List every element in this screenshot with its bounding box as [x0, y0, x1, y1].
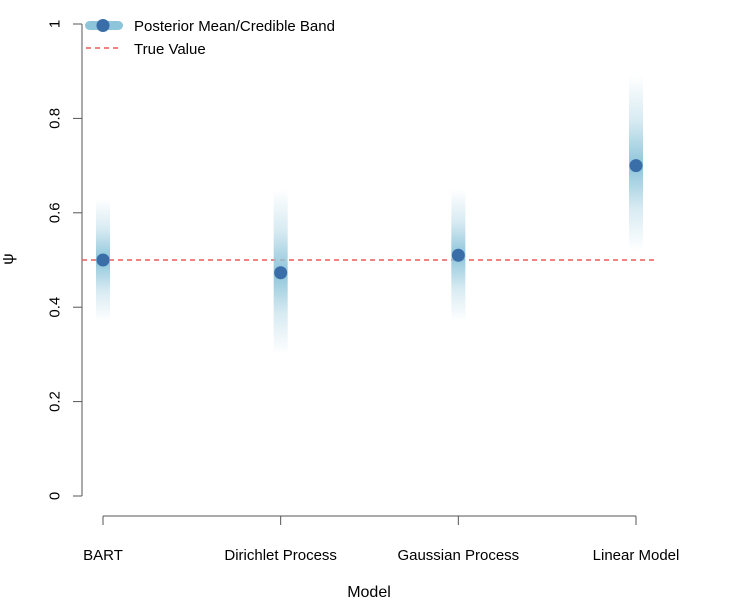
posterior-means: [96, 159, 643, 280]
legend-point-swatch: [96, 19, 110, 32]
x-axis: BART Dirichlet Process Gaussian Process Lin…: [83, 515, 680, 564]
posterior-mean-point: [274, 266, 288, 280]
x-axis-title: Model: [347, 584, 391, 601]
legend-label-true-value: True Value: [134, 41, 206, 58]
y-tick-label: 0.8: [46, 108, 63, 129]
legend-label-posterior: Posterior Mean/Credible Band: [134, 18, 335, 35]
x-tick-label: Linear Model: [593, 547, 680, 564]
x-tick-label: Dirichlet Process: [224, 547, 337, 564]
y-axis-title: ψ: [0, 253, 17, 264]
y-tick-label: 0: [46, 492, 63, 500]
y-tick-label: 0.4: [46, 297, 63, 318]
credible-bands: [96, 75, 643, 355]
y-tick-label: 0.2: [46, 391, 63, 412]
y-tick-label: 0.6: [46, 202, 63, 223]
x-tick-label: Gaussian Process: [397, 547, 519, 564]
y-axis: 0 0.2 0.4 0.6 0.8 1: [46, 20, 83, 500]
posterior-mean-point: [629, 159, 643, 173]
posterior-mean-point: [96, 253, 110, 267]
legend: Posterior Mean/Credible Band True Value: [85, 18, 335, 58]
x-tick-label: BART: [83, 547, 123, 564]
y-tick-label: 1: [46, 20, 63, 28]
posterior-mean-point: [451, 248, 465, 262]
